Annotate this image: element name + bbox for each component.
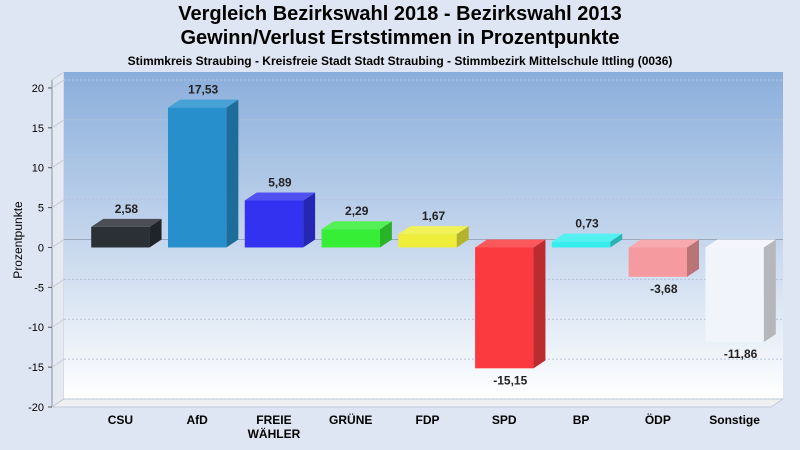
bar-front — [551, 241, 611, 248]
x-tick-label: FDP — [416, 413, 440, 427]
bar-front — [244, 200, 304, 248]
y-axis-ticks: 20 15 10 5 0 -5 -10 -15 -20 — [28, 83, 52, 414]
y-tick-label: 10 — [32, 163, 44, 175]
grid-line-side — [51, 159, 65, 169]
bar-top — [244, 192, 316, 201]
x-tick-label: AfD — [187, 413, 209, 427]
bar-top — [551, 233, 623, 242]
left-wall — [51, 71, 65, 408]
value-label: 1,67 — [422, 209, 446, 223]
bar-top — [628, 239, 700, 248]
y-axis-label: Prozentpunkte — [11, 201, 25, 279]
y-tick-label: -15 — [28, 362, 44, 374]
bar-side — [456, 226, 469, 248]
y-tick-label: 5 — [38, 203, 44, 215]
bar-top — [167, 99, 239, 108]
bar-front — [91, 226, 150, 248]
x-tick-label: ÖDP — [645, 412, 671, 427]
grid-line-side — [51, 398, 65, 408]
bar-spd — [475, 239, 546, 369]
bar-side — [149, 218, 162, 248]
bar-ödp — [628, 239, 700, 277]
value-label: 0,73 — [575, 217, 599, 231]
bar-freie-wähler — [244, 192, 316, 248]
grid-line-side — [51, 199, 65, 209]
bar-front — [628, 247, 688, 277]
chart-caption: Stimmkreis Straubing - Kreisfreie Stadt … — [127, 54, 673, 68]
bar-front — [705, 247, 764, 343]
floor — [50, 398, 785, 408]
bar-top — [321, 221, 392, 230]
y-tick-label: -20 — [28, 402, 44, 414]
x-tick-label: Sonstige — [709, 413, 760, 427]
value-label: 2,58 — [115, 202, 139, 216]
bar-front — [398, 234, 457, 248]
bar-grüne — [321, 221, 392, 248]
grid-line-side — [51, 318, 65, 328]
value-label: 17,53 — [188, 83, 218, 97]
x-tick-label: FREIE — [256, 413, 291, 427]
bar-front — [321, 229, 380, 248]
value-label: 2,29 — [345, 204, 369, 218]
bar-bp — [551, 233, 623, 248]
bar-front — [475, 247, 534, 369]
bar-top — [398, 226, 469, 235]
bar-sonstige — [705, 239, 776, 343]
x-tick-label: GRÜNE — [329, 412, 372, 427]
x-tick-label: CSU — [108, 413, 133, 427]
bar-side — [533, 239, 546, 369]
value-label: -11,86 — [724, 347, 758, 361]
value-label: 5,89 — [268, 175, 292, 189]
bar-top — [91, 218, 162, 227]
y-tick-label: 15 — [32, 123, 44, 135]
bar-top — [705, 239, 776, 248]
value-labels: 2,58 17,53 5,89 2,29 1,67 -15,15 0,73 -3,68 -11,… — [115, 83, 758, 388]
chart-subtitle: Gewinn/Verlust Erststimmen in Prozentpun… — [180, 27, 620, 49]
bar-side — [226, 99, 239, 248]
bar-front — [167, 107, 227, 248]
y-tick-label: -10 — [28, 322, 44, 334]
bar-afd — [167, 99, 239, 248]
grid-line-side — [51, 358, 65, 368]
x-tick-label: BP — [573, 413, 590, 427]
bar-csu — [91, 218, 162, 248]
value-label: -3,68 — [650, 282, 678, 296]
x-tick-label: WÄHLER — [248, 426, 301, 441]
grid-line-side — [51, 119, 65, 129]
bar-side — [303, 192, 316, 248]
grid-line-side — [51, 79, 65, 89]
chart-title: Vergleich Bezirkswahl 2018 - Bezirkswahl… — [178, 3, 622, 25]
bars — [91, 99, 776, 369]
grid-line-side — [51, 278, 65, 288]
bar-fdp — [398, 226, 469, 248]
y-tick-label: 20 — [32, 83, 44, 95]
bar-top — [475, 239, 546, 248]
x-tick-label: SPD — [492, 413, 517, 427]
grid-line-side — [51, 239, 65, 248]
bar-side — [379, 221, 392, 248]
bar-side — [610, 233, 623, 248]
value-label: -15,15 — [493, 373, 527, 387]
y-tick-label: -5 — [34, 282, 44, 294]
bar-side — [687, 239, 700, 277]
bar-side — [763, 239, 776, 343]
y-tick-label: 0 — [38, 242, 44, 254]
